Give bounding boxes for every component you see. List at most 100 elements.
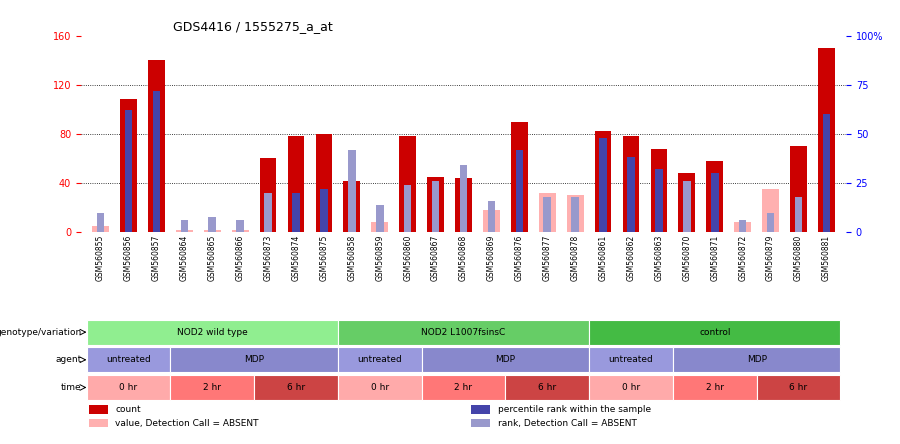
Text: GSM560859: GSM560859 [375,235,384,281]
FancyBboxPatch shape [338,320,590,345]
Bar [739,220,746,232]
FancyBboxPatch shape [86,347,170,372]
Text: GSM560875: GSM560875 [320,235,328,281]
FancyBboxPatch shape [86,320,338,345]
Bar [455,178,472,232]
Text: GSM560856: GSM560856 [124,235,133,281]
Bar [767,213,774,232]
FancyBboxPatch shape [421,375,506,400]
Bar [404,185,411,232]
Bar [209,217,216,232]
Bar [483,210,500,232]
Bar [651,149,667,232]
Text: GSM560873: GSM560873 [264,235,273,281]
Bar [288,136,304,232]
Bar [572,197,579,232]
FancyBboxPatch shape [673,347,841,372]
Bar [400,136,416,232]
FancyBboxPatch shape [86,375,170,400]
Bar [148,60,165,232]
Bar [120,99,137,232]
FancyBboxPatch shape [421,347,590,372]
Bar [372,222,388,232]
Text: time: time [61,383,82,392]
Bar [711,173,718,232]
Text: GSM560870: GSM560870 [682,235,691,281]
Text: MDP: MDP [244,355,264,365]
Text: GSM560872: GSM560872 [738,235,747,281]
Text: NOD2 wild type: NOD2 wild type [176,328,248,337]
Text: GSM560876: GSM560876 [515,235,524,281]
Bar [683,181,690,232]
Bar [181,220,188,232]
Text: untreated: untreated [357,355,402,365]
Text: 2 hr: 2 hr [706,383,724,392]
Text: genotype/variation: genotype/variation [0,328,82,337]
Bar [316,134,332,232]
Text: control: control [699,328,731,337]
Text: GSM560866: GSM560866 [236,235,245,281]
Bar [539,193,555,232]
Text: 6 hr: 6 hr [287,383,305,392]
Text: GSM560878: GSM560878 [571,235,580,281]
Text: agent: agent [55,355,82,365]
Text: GSM560879: GSM560879 [766,235,775,281]
Bar [544,197,551,232]
Bar [679,173,695,232]
Text: GSM560874: GSM560874 [292,235,301,281]
Bar [125,110,132,232]
Text: GSM560860: GSM560860 [403,235,412,281]
Text: value, Detection Call = ABSENT: value, Detection Call = ABSENT [115,419,259,428]
Bar [823,114,830,232]
Text: GSM560863: GSM560863 [654,235,663,281]
Bar [516,150,523,232]
Text: NOD2 L1007fsinsC: NOD2 L1007fsinsC [421,328,506,337]
Bar [818,48,835,232]
Text: 2 hr: 2 hr [454,383,472,392]
Text: 2 hr: 2 hr [203,383,221,392]
Bar [176,230,193,232]
Bar [762,189,779,232]
Bar [260,159,276,232]
Bar [790,146,807,232]
Bar [627,158,634,232]
Bar [706,161,724,232]
Text: GSM560869: GSM560869 [487,235,496,281]
Text: GSM560857: GSM560857 [152,235,161,281]
Bar [511,122,527,232]
Bar [460,165,467,232]
Text: 0 hr: 0 hr [622,383,640,392]
Text: untreated: untreated [106,355,151,365]
Bar [376,205,383,232]
Bar [348,150,356,232]
Bar [88,405,108,414]
Bar [432,181,439,232]
Bar [623,136,639,232]
Bar [232,230,248,232]
Bar [265,193,272,232]
Bar [344,181,360,232]
Text: untreated: untreated [608,355,653,365]
Bar [153,91,160,232]
Text: count: count [115,405,141,414]
Bar [472,405,491,414]
Bar [599,138,607,232]
Text: GSM560861: GSM560861 [598,235,608,281]
Bar [734,222,752,232]
Bar [92,226,109,232]
Text: GSM560867: GSM560867 [431,235,440,281]
FancyBboxPatch shape [590,320,841,345]
Text: 6 hr: 6 hr [789,383,807,392]
Text: 0 hr: 0 hr [120,383,138,392]
FancyBboxPatch shape [590,375,673,400]
Bar [320,189,328,232]
Bar [655,169,662,232]
Text: GSM560880: GSM560880 [794,235,803,281]
FancyBboxPatch shape [338,347,421,372]
Text: GSM560855: GSM560855 [96,235,105,281]
Text: GSM560877: GSM560877 [543,235,552,281]
Bar [488,201,495,232]
Text: MDP: MDP [747,355,767,365]
FancyBboxPatch shape [673,375,757,400]
Text: GDS4416 / 1555275_a_at: GDS4416 / 1555275_a_at [173,20,333,33]
